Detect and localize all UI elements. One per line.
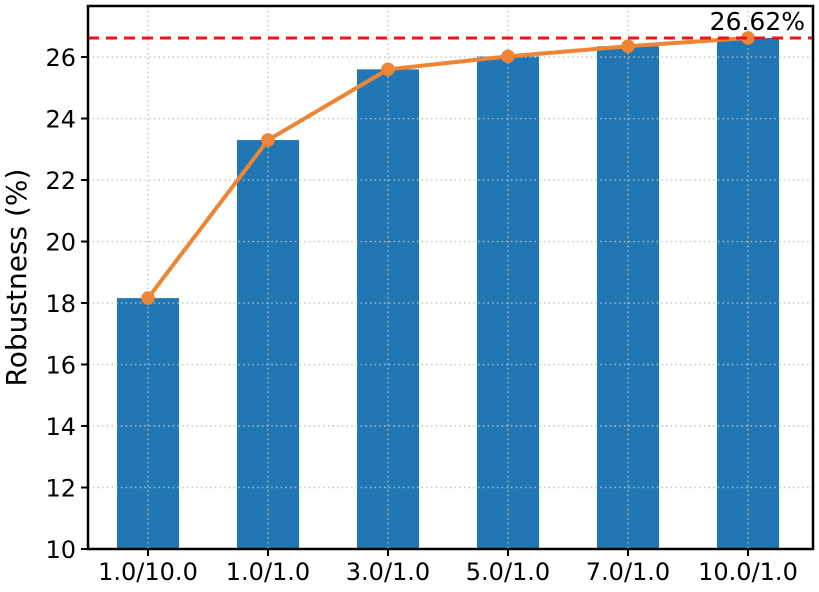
x-tick-label-1.0/1.0: 1.0/1.0 [226,558,310,586]
y-tick-label-14: 14 [45,413,76,441]
y-tick-label-22: 22 [45,167,76,195]
x-tick-label-7.0/1.0: 7.0/1.0 [586,558,670,586]
line-marker-1.0/10.0 [141,291,155,305]
y-tick-label-24: 24 [45,106,76,134]
y-tick-label-10: 10 [45,536,76,564]
x-tick-label-5.0/1.0: 5.0/1.0 [466,558,550,586]
line-marker-5.0/1.0 [501,49,515,64]
y-tick-label-20: 20 [45,229,76,257]
trend-line [146,35,750,301]
y-tick-label-18: 18 [45,290,76,318]
bar-3.0/1.0 [357,69,419,549]
y-tick-label-16: 16 [45,352,76,380]
x-tick-label-1.0/10.0: 1.0/10.0 [98,558,198,586]
reference-value-label: 26.62% [710,7,805,36]
line-marker-7.0/1.0 [621,39,635,54]
y-tick-label-12: 12 [45,475,76,503]
axes-spines [86,4,815,551]
x-tick-label-3.0/1.0: 3.0/1.0 [346,558,430,586]
y-axis-label: Robustness (%) [0,169,33,387]
x-tick-label-10.0/1.0: 10.0/1.0 [698,558,798,586]
y-tick-label-26: 26 [45,44,76,72]
line-marker-10.0/1.0 [741,31,755,45]
line-marker-1.0/1.0 [261,133,275,147]
line-marker-3.0/1.0 [381,62,395,77]
